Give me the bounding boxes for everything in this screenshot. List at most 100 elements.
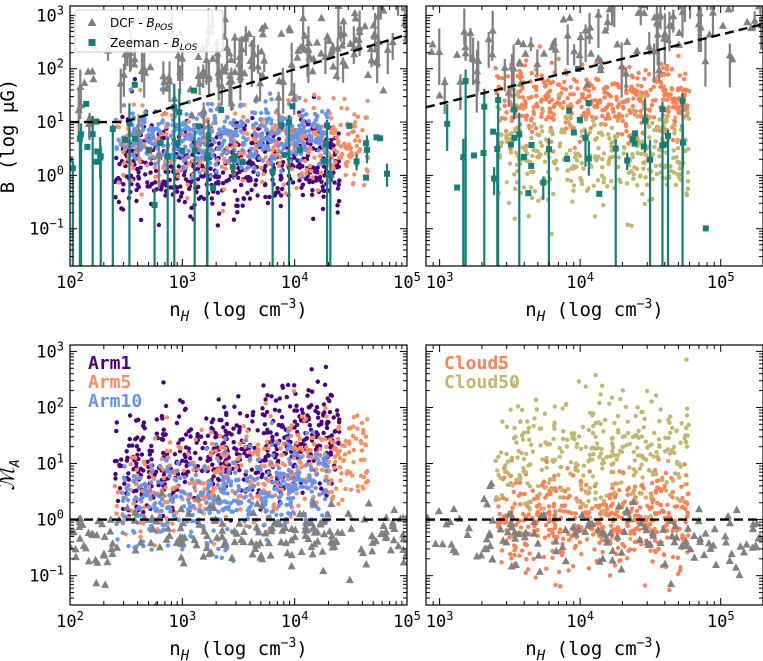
data-point [221,187,227,192]
data-point [402,8,407,17]
data-point [279,487,285,492]
data-point [571,188,576,193]
data-point [665,132,672,139]
data-point [286,467,292,473]
data-point [263,455,268,460]
data-point [187,110,196,119]
data-point [300,118,306,124]
data-point [239,165,244,170]
data-point [346,441,351,446]
data-point [151,128,156,133]
data-point [260,406,265,411]
data-point [572,145,577,151]
data-point [509,64,518,72]
data-point [496,75,501,81]
data-point [528,141,535,148]
data-point [303,98,308,103]
data-point [638,109,643,114]
data-point [241,34,250,42]
data-point [601,203,606,208]
data-point [121,149,126,155]
data-point [338,528,347,536]
data-point [670,137,676,143]
data-point [115,498,121,504]
data-point [355,484,360,489]
data-point [353,158,360,165]
data-point [269,460,274,466]
data-point [329,478,334,483]
data-point [199,468,205,474]
data-point [685,179,691,184]
data-point [75,534,84,542]
data-point [671,122,677,128]
data-point [205,433,211,438]
x-axis-title: nH (log cm−3) [169,297,308,325]
data-point [314,430,319,435]
data-point [657,117,662,122]
data-point [148,161,154,166]
data-point [244,413,250,419]
data-point [313,485,318,491]
data-point [283,548,292,557]
data-point [576,116,583,123]
data-point [561,100,566,105]
data-point [119,142,124,148]
data-point [134,126,143,135]
data-point [189,205,194,211]
data-point [245,190,250,196]
data-point [276,441,281,446]
data-point [598,130,604,135]
data-point [309,467,314,473]
data-point [539,143,544,148]
data-point [360,21,369,30]
data-point [324,414,329,419]
data-point [236,477,241,482]
data-point [255,481,261,487]
data-point [351,35,360,44]
data-point [267,526,276,535]
data-point [580,92,585,97]
data-point [191,122,197,128]
data-point [157,463,162,469]
data-point [199,150,205,155]
data-point [631,96,636,101]
data-point [116,199,122,205]
data-point [236,488,241,493]
data-point [253,182,258,188]
data-point [660,97,666,102]
data-point [316,126,321,132]
data-point [231,426,236,431]
data-point [235,133,240,138]
data-point [273,156,278,161]
data-point [596,146,601,151]
data-point [191,147,198,154]
data-point [635,76,640,81]
data-point [167,474,172,479]
data-point [268,132,273,137]
data-point [358,548,367,557]
data-point [338,478,343,483]
data-point [600,113,605,119]
data-point [234,451,240,457]
data-point [274,480,279,485]
data-point [128,87,133,92]
data-point [351,180,356,186]
data-point [165,543,171,548]
data-point [312,92,317,98]
legend-marker-square [88,39,96,46]
data-point [642,161,647,166]
data-point [364,499,373,507]
data-point [132,77,138,82]
data-point [194,71,203,79]
data-point [646,124,652,129]
data-point [565,177,570,182]
data-point [222,119,228,124]
data-point [302,158,308,164]
data-point [234,423,239,428]
data-point [128,461,133,467]
data-point [255,457,260,463]
data-point [146,538,155,547]
data-point [591,183,596,188]
data-point [684,193,690,198]
data-point [167,505,172,510]
